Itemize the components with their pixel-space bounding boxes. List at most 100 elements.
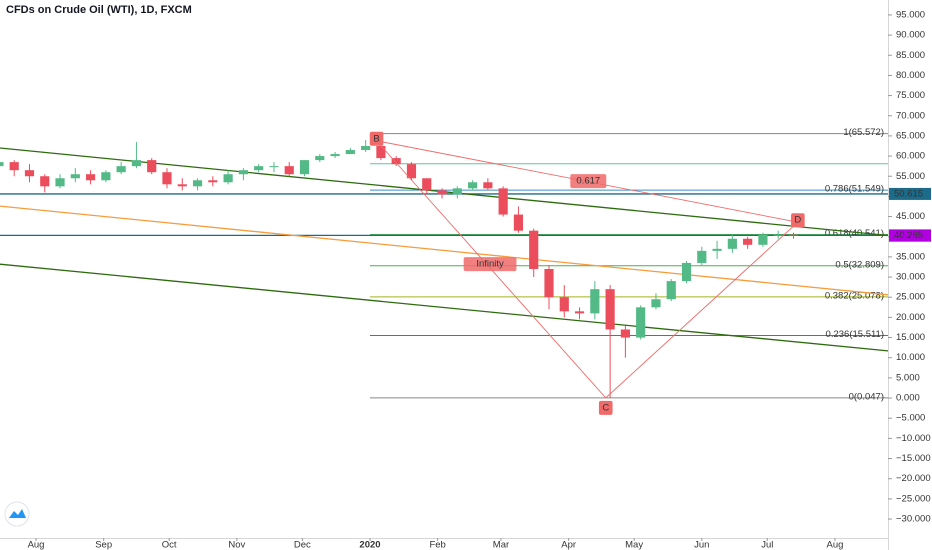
pattern-point-label: B [373,133,379,144]
y-tick-label: 75.000 [896,90,925,101]
pattern-ratio-label: Infinity [476,259,504,270]
pattern-point-box [369,131,384,146]
candle-body [162,172,172,185]
y-tick-label: 80.000 [896,70,925,81]
y-tick-label: 30.000 [896,272,925,283]
plot-area: 1(65.572) 0.786(51.549) 0.618(40.541) 0.5(3… [0,127,889,415]
x-tick-label: Feb [429,540,445,550]
candle-body [666,281,676,300]
candle-body [131,160,142,167]
candle-body [70,174,80,179]
candle-body [422,178,432,191]
candle-body [0,162,4,167]
candle-body [483,182,493,189]
fib-label: 0.786(51.549) [825,184,884,195]
candle-body [254,166,264,171]
x-tick-label: Oct [162,540,177,550]
candle-body [9,162,19,171]
y-tick-label: 90.000 [896,30,925,41]
price-line-label: 50.615 [894,188,923,199]
candle-body [376,145,386,159]
candle-body [743,238,753,245]
pattern-point-box [598,400,613,415]
y-tick-label: 5.000 [896,372,920,383]
candle-body [284,166,294,175]
candle-body [147,160,157,173]
pattern-ratio-box [570,174,607,189]
candle-body [315,156,325,161]
candle-body [101,172,111,181]
y-tick-label: 10.000 [896,352,925,363]
candle-body [605,289,615,330]
trend-line [0,205,889,296]
last-price-label-box [889,229,931,242]
pattern-point-label: C [602,402,609,413]
x-tick-label: 2020 [359,540,380,550]
fib-label: 0.236(15.511) [826,329,884,340]
y-tick-label: 15.000 [896,332,925,343]
candle-body [712,248,722,251]
x-tick-label: Apr [561,540,576,550]
y-tick-label: −10.000 [896,433,931,444]
candle-body [697,250,707,263]
trend-line [0,263,889,352]
candle-body [24,170,35,177]
x-tick-label: Mar [493,540,509,550]
candle-body [544,269,554,298]
candle-body [452,188,462,195]
fib-label: 0.618(40.541) [825,228,884,239]
y-tick-label: 70.000 [896,110,925,121]
candle-body [437,190,447,195]
fib-label: 0(0.047) [849,391,884,402]
x-tick-label: Aug [28,540,45,550]
last-price-label: 40.265 [894,230,923,241]
y-tick-label: 0.000 [896,393,920,404]
y-tick-label: 25.000 [896,292,925,303]
candle-body [620,329,630,338]
y-tick-label: 20.000 [896,312,925,323]
y-tick-label: −25.000 [896,493,931,504]
chart-title: CFDs on Crude Oil (WTI), 1D, FXCM [6,4,192,16]
candle-body [559,297,569,312]
candle-body [513,214,524,231]
logo [4,501,30,527]
y-tick-label: 95.000 [896,9,925,20]
candle-body [574,311,585,314]
candle-body [361,145,371,151]
candle-body [86,174,96,181]
price-line-label-box [889,187,931,200]
x-tick-label: May [625,540,643,550]
candle-body [406,164,417,179]
pattern-point-label: D [794,215,801,226]
candle-body [590,289,600,314]
candle-body [498,188,508,215]
x-tick-label: Dec [294,540,311,550]
y-tick-label: −15.000 [896,453,931,464]
candle-body [788,234,799,236]
candle-body [651,299,661,308]
candle-body [391,158,401,165]
candle-body [208,180,218,183]
x-tick-label: Jun [694,540,709,550]
y-tick-label: 60.000 [896,151,925,162]
y-tick-label: 55.000 [896,171,925,182]
candle-body [269,166,279,168]
x-tick-label: Jul [761,540,773,550]
candle-body [727,238,737,249]
y-tick-label: 85.000 [896,50,925,61]
candle-body [468,182,478,189]
x-tick-label: Sep [95,540,112,550]
fib-label: 0.5(32.809) [835,259,884,270]
candle-body [773,234,783,236]
candle-body [529,230,539,269]
candle-body [40,176,50,187]
candle-body [223,174,233,183]
y-tick-label: −5.000 [896,413,925,424]
fib-label: 1(65.572) [843,127,884,138]
candle-body [330,154,340,157]
pattern-point-box [791,213,805,228]
candle-body [177,184,187,187]
pattern-ratio-box [463,257,517,272]
